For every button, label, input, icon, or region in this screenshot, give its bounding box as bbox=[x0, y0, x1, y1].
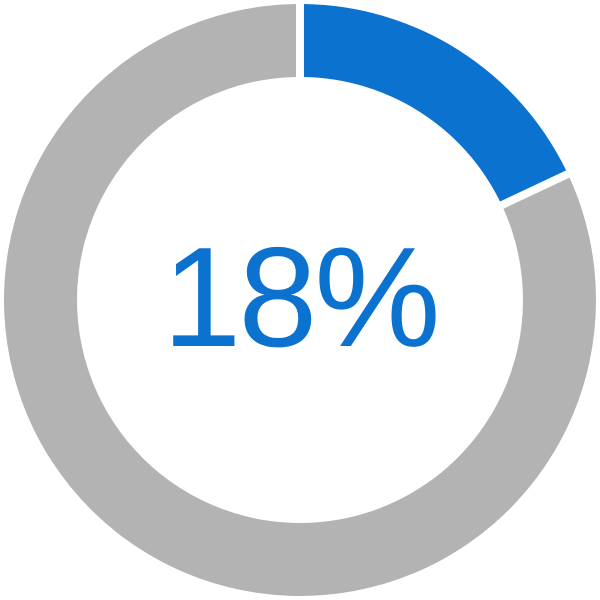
donut-segment-progress bbox=[304, 4, 567, 202]
